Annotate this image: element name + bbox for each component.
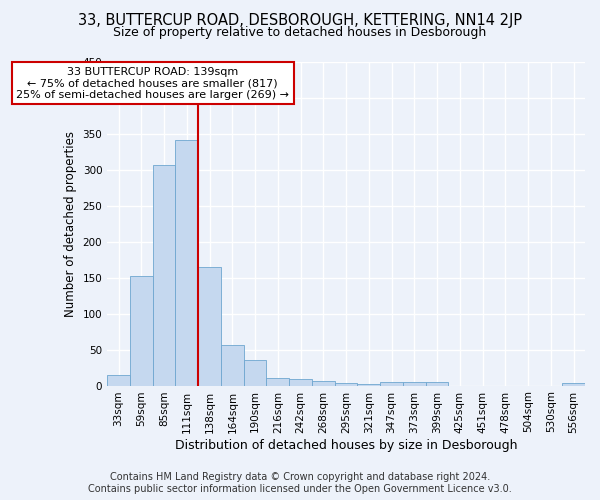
Text: 33 BUTTERCUP ROAD: 139sqm
← 75% of detached houses are smaller (817)
25% of semi: 33 BUTTERCUP ROAD: 139sqm ← 75% of detac…	[16, 66, 289, 100]
Bar	[358, 384, 380, 386]
Bar	[244, 360, 266, 386]
Bar	[426, 382, 448, 386]
X-axis label: Distribution of detached houses by size in Desborough: Distribution of detached houses by size …	[175, 440, 517, 452]
Bar	[403, 382, 426, 386]
Bar	[153, 165, 175, 386]
Text: 33, BUTTERCUP ROAD, DESBOROUGH, KETTERING, NN14 2JP: 33, BUTTERCUP ROAD, DESBOROUGH, KETTERIN…	[78, 12, 522, 28]
Bar	[130, 276, 153, 386]
Bar	[562, 382, 585, 386]
Bar	[266, 378, 289, 386]
Bar	[221, 344, 244, 386]
Text: Contains HM Land Registry data © Crown copyright and database right 2024.
Contai: Contains HM Land Registry data © Crown c…	[88, 472, 512, 494]
Bar	[107, 375, 130, 386]
Bar	[335, 384, 358, 386]
Bar	[312, 381, 335, 386]
Bar	[289, 379, 312, 386]
Bar	[175, 140, 198, 386]
Bar	[198, 266, 221, 386]
Text: Size of property relative to detached houses in Desborough: Size of property relative to detached ho…	[113, 26, 487, 39]
Bar	[380, 382, 403, 386]
Y-axis label: Number of detached properties: Number of detached properties	[64, 130, 77, 316]
